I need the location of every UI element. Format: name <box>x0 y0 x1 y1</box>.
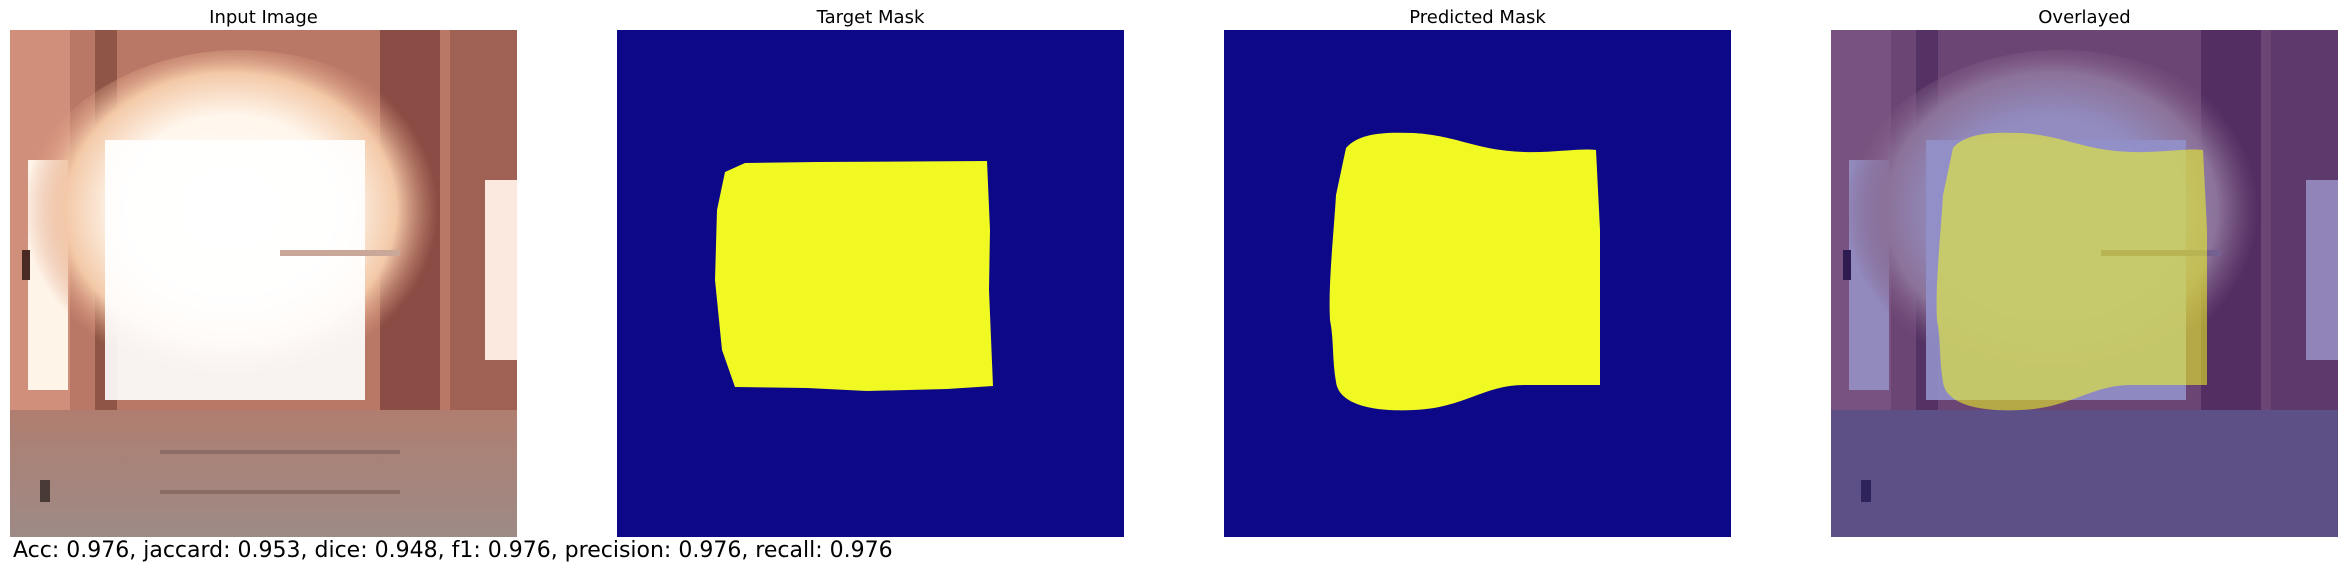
mask-region <box>1329 132 1600 411</box>
panel-title-predicted: Predicted Mask <box>1409 7 1546 28</box>
metrics-caption: Acc: 0.976, jaccard: 0.953, dice: 0.948,… <box>13 538 893 563</box>
target-mask <box>617 30 1124 537</box>
input-image <box>10 30 517 537</box>
panel-title-target: Target Mask <box>816 7 925 28</box>
panel-title-overlay: Overlayed <box>2038 7 2131 28</box>
mask-region <box>715 161 993 391</box>
panel-title-input: Input Image <box>209 7 318 28</box>
predicted-mask <box>1224 30 1731 537</box>
overlay-image <box>1831 30 2338 537</box>
